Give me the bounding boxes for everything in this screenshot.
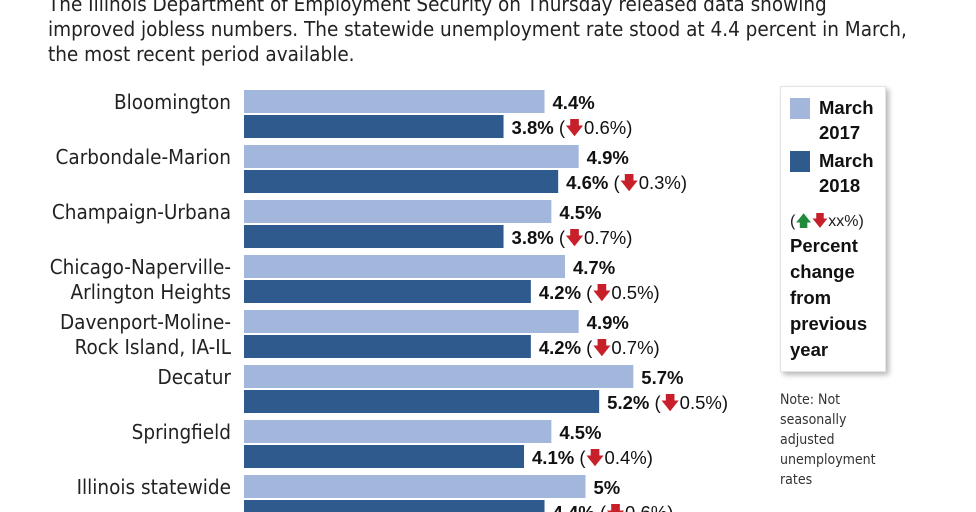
legend: March 2017 March 2018 (🡅🡇xx%) Percent chang… (780, 86, 886, 372)
bar-march-2018 (244, 170, 559, 193)
value-label-march-2017: 4.4% (553, 92, 595, 113)
value-label-march-2017: 4.9% (587, 147, 629, 168)
category-label: Bloomington (114, 90, 231, 114)
bar-march-2017 (244, 365, 634, 388)
down-arrow-icon: 🡇 (811, 213, 829, 230)
down-arrow-icon: 🡇 (592, 282, 611, 303)
note-line: rates (780, 472, 813, 488)
legend-pct-line: change (790, 261, 855, 282)
legend-swatch-march-2018 (790, 151, 810, 172)
value-label-march-2018: 4.6% (🡇0.3%) (566, 172, 687, 193)
value-label-march-2018: 4.2% (🡇0.7%) (539, 337, 660, 358)
intro-text: The Illinois Department of Employment Se… (48, 0, 907, 66)
category-label: Arlington Heights (71, 280, 232, 304)
bar-march-2018 (244, 115, 504, 138)
down-arrow-icon: 🡇 (606, 502, 625, 512)
legend-percent-change-label: Percent change from previous year (790, 233, 880, 363)
legend-pct-line: Percent (790, 235, 858, 256)
down-arrow-icon: 🡇 (592, 337, 611, 358)
bar-march-2018 (244, 335, 531, 358)
bar-march-2018 (244, 390, 600, 413)
note-line: seasonally (780, 412, 847, 428)
category-label: Decatur (158, 365, 232, 389)
bar-march-2017 (244, 310, 579, 333)
up-arrow-icon: 🡅 (795, 213, 812, 230)
bar-march-2018 (244, 280, 531, 303)
legend-pct-line: from (790, 287, 832, 308)
value-label-march-2018: 5.2% (🡇0.5%) (607, 392, 728, 413)
value-label-march-2017: 4.5% (559, 202, 601, 223)
note-line: unemployment (780, 452, 876, 468)
bar-march-2017 (244, 145, 579, 168)
category-label: Davenport-Moline- (60, 310, 231, 334)
category-label: Illinois statewide (77, 475, 231, 499)
category-label: Rock Island, IA-IL (75, 335, 232, 359)
bar-march-2017 (244, 90, 545, 113)
legend-change-key: (🡅🡇xx%) (790, 213, 864, 230)
value-label-march-2018: 3.8% (🡇0.6%) (512, 117, 633, 138)
value-label-march-2018: 4.2% (🡇0.5%) (539, 282, 660, 303)
bar-march-2017 (244, 255, 566, 278)
bar-march-2017 (244, 420, 552, 443)
category-label: Champaign-Urbana (52, 200, 231, 224)
bar-march-2018 (244, 225, 504, 248)
legend-swatch-march-2017 (790, 98, 810, 119)
down-arrow-icon: 🡇 (620, 172, 639, 193)
note-line: adjusted (780, 432, 835, 448)
bar-march-2017 (244, 200, 552, 223)
bar-march-2018 (244, 500, 545, 512)
value-label-march-2017: 5.7% (641, 367, 683, 388)
category-label: Carbondale-Marion (56, 145, 231, 169)
legend-label-march-2018: March 2018 (819, 150, 874, 196)
bar-march-2017 (244, 475, 586, 498)
value-label-march-2017: 4.9% (587, 312, 629, 333)
value-label-march-2018: 3.8% (🡇0.7%) (512, 227, 633, 248)
down-arrow-icon: 🡇 (565, 227, 584, 248)
down-arrow-icon: 🡇 (565, 117, 584, 138)
value-label-march-2018: 4.1% (🡇0.4%) (532, 447, 653, 468)
down-arrow-icon: 🡇 (661, 392, 680, 413)
down-arrow-icon: 🡇 (586, 447, 605, 468)
category-label: Springfield (132, 420, 231, 444)
bar-march-2018 (244, 445, 525, 468)
value-label-march-2017: 5% (594, 477, 621, 498)
legend-label-march-2017: March 2017 (819, 97, 874, 143)
legend-pct-line: previous (790, 313, 868, 334)
category-label: Chicago-Naperville- (50, 255, 231, 279)
note-line: Note: Not (780, 392, 841, 408)
value-label-march-2017: 4.7% (573, 257, 615, 278)
value-label-march-2017: 4.5% (559, 422, 601, 443)
note-text: Note: Not seasonally adjusted unemployment r… (780, 390, 900, 490)
legend-pct-line: year (790, 339, 829, 360)
value-label-march-2018: 4.4% (🡇0.6%) (553, 502, 674, 512)
